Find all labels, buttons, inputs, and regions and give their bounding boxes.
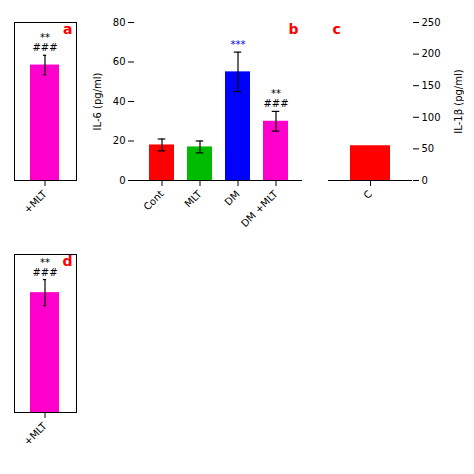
svg-text:150: 150 bbox=[422, 80, 441, 91]
svg-text:DM +MLT: DM +MLT bbox=[239, 188, 281, 230]
svg-text:80: 80 bbox=[113, 17, 126, 28]
svg-text:50: 50 bbox=[422, 143, 435, 154]
svg-text:C: C bbox=[361, 188, 374, 201]
svg-text:60: 60 bbox=[113, 56, 126, 67]
svg-text:40: 40 bbox=[113, 96, 126, 107]
svg-text:###: ### bbox=[32, 267, 57, 278]
svg-text:100: 100 bbox=[422, 112, 441, 123]
svg-text:IL-1β (pg/ml): IL-1β (pg/ml) bbox=[453, 69, 464, 133]
svg-text:###: ### bbox=[32, 42, 57, 53]
svg-text:200: 200 bbox=[422, 48, 441, 59]
svg-text:***: *** bbox=[231, 39, 246, 50]
svg-text:0: 0 bbox=[422, 175, 428, 186]
svg-text:+MLT: +MLT bbox=[22, 420, 50, 448]
svg-text:DM: DM bbox=[222, 188, 241, 207]
svg-text:IL-6 (pg/ml): IL-6 (pg/ml) bbox=[92, 72, 103, 130]
svg-text:MLT: MLT bbox=[183, 188, 205, 210]
svg-text:b: b bbox=[288, 21, 298, 37]
svg-text:d: d bbox=[62, 253, 72, 269]
svg-text:a: a bbox=[63, 21, 72, 37]
svg-text:20: 20 bbox=[113, 135, 126, 146]
svg-text:250: 250 bbox=[422, 17, 441, 28]
svg-text:Cont: Cont bbox=[141, 188, 165, 212]
svg-text:c: c bbox=[333, 21, 341, 37]
svg-text:0: 0 bbox=[119, 175, 125, 186]
svg-text:###: ### bbox=[263, 98, 288, 109]
svg-text:+MLT: +MLT bbox=[22, 188, 50, 216]
